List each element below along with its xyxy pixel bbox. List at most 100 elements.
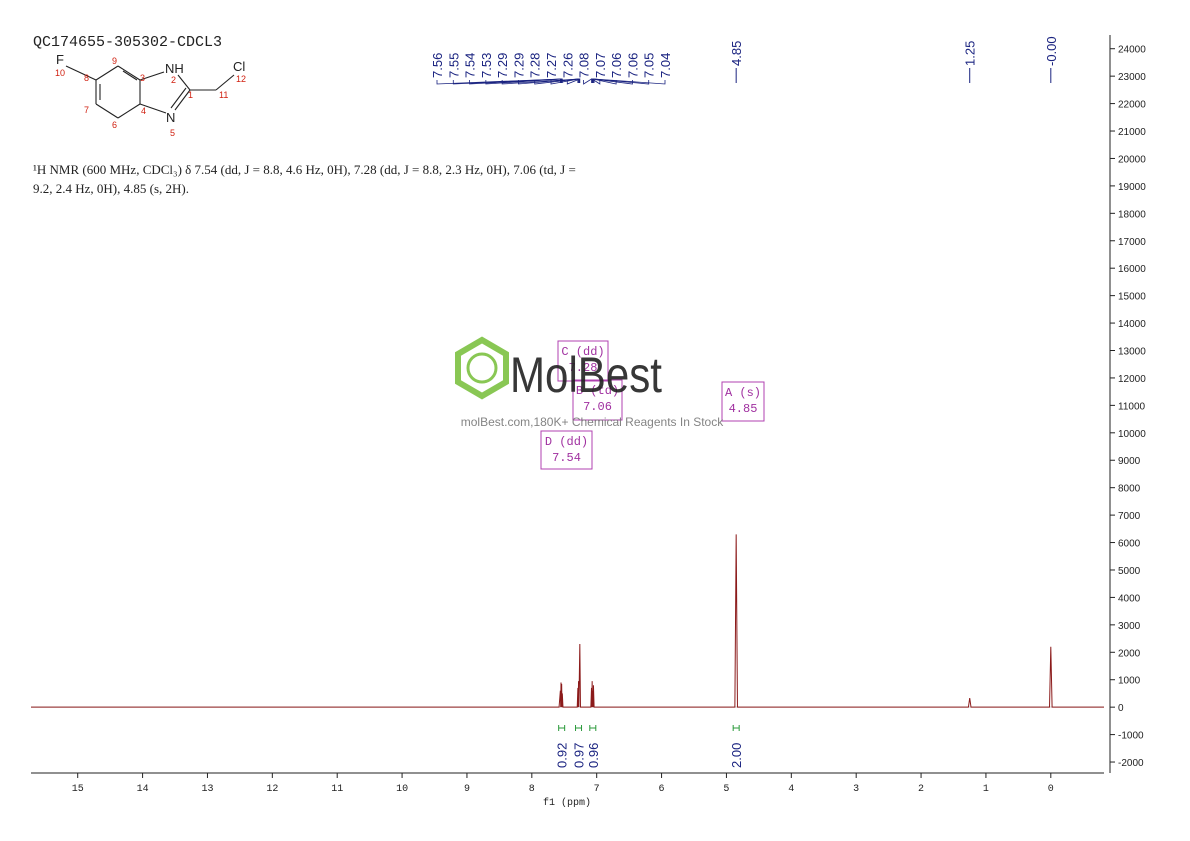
- peak-label: 7.04: [658, 53, 673, 78]
- atom-label: F: [56, 52, 64, 67]
- peak-leader: [518, 78, 579, 85]
- peak-label: -0.00: [1044, 36, 1059, 66]
- atom-label: 5: [170, 128, 175, 138]
- multiplet-name: C (dd): [561, 345, 604, 359]
- y-tick-label: 0: [1118, 703, 1124, 714]
- y-tick-label: 24000: [1118, 45, 1146, 56]
- y-tick-label: 7000: [1118, 511, 1141, 522]
- atom-label: 1: [188, 90, 193, 100]
- y-tick-label: 15000: [1118, 292, 1146, 303]
- integral-bracket: [558, 725, 566, 731]
- x-tick-label: 2: [918, 784, 924, 795]
- peak-label: 7.28: [528, 53, 543, 78]
- peak-leader: [534, 78, 579, 85]
- spectrum-line: [31, 534, 1104, 708]
- peak-label: 7.56: [430, 53, 445, 78]
- peak-label: 7.29: [511, 53, 526, 78]
- atom-label: 9: [112, 56, 117, 66]
- integral-bracket: [589, 725, 597, 731]
- atom-label: 12: [236, 74, 246, 84]
- structure: [65, 65, 235, 119]
- peak-label: 7.29: [495, 53, 510, 78]
- atom-label: 8: [84, 73, 89, 83]
- atom-label: 7: [84, 105, 89, 115]
- x-axis-label: f1 (ppm): [543, 797, 591, 809]
- description: 9.2, 2.4 Hz, 0H), 4.85 (s, 2H).: [33, 181, 189, 196]
- y-tick-label: 12000: [1118, 374, 1146, 385]
- x-tick-label: 9: [464, 784, 470, 795]
- multiplet-name: A (s): [725, 386, 761, 400]
- peak-leader: [591, 78, 601, 85]
- peak-label: 7.27: [544, 53, 559, 78]
- multiplet-name: B (td): [576, 384, 619, 398]
- x-tick-label: 8: [529, 784, 535, 795]
- peak-leader: [583, 78, 592, 85]
- peak-label: 1.25: [963, 41, 978, 66]
- x-tick-label: 11: [331, 784, 343, 795]
- y-tick-label: 14000: [1118, 319, 1146, 330]
- atom-label: 10: [55, 68, 65, 78]
- y-tick-label: 2000: [1118, 648, 1141, 659]
- x-tick-label: 3: [853, 784, 859, 795]
- peak-label: 7.05: [642, 53, 657, 78]
- x-tick-label: 13: [201, 784, 213, 795]
- y-tick-label: 5000: [1118, 566, 1141, 577]
- x-tick-label: 7: [594, 784, 600, 795]
- integral-bracket: [575, 725, 583, 731]
- integral-label: 0.96: [586, 743, 601, 768]
- multiplet-shift: 7.06: [583, 400, 612, 414]
- logo: [455, 336, 509, 400]
- y-tick-label: 16000: [1118, 264, 1146, 275]
- multiplet-box: [557, 340, 609, 382]
- y-tick-label: 23000: [1118, 72, 1146, 83]
- multiplet-box: [721, 381, 765, 422]
- integral-label: 2.00: [729, 743, 744, 768]
- y-tick-label: 17000: [1118, 237, 1146, 248]
- x-tick-label: 14: [137, 784, 149, 795]
- atom-label: 11: [219, 90, 228, 100]
- y-tick-label: 10000: [1118, 429, 1146, 440]
- integral-label: 0.97: [572, 743, 587, 768]
- atom-label: 3: [140, 73, 145, 83]
- y-tick-label: -1000: [1118, 731, 1144, 742]
- atom-label: N: [166, 110, 175, 125]
- x-tick-label: 6: [659, 784, 665, 795]
- logo: [466, 352, 498, 384]
- peak-label: 7.07: [593, 53, 608, 78]
- x-tick-label: 15: [72, 784, 84, 795]
- peak-label: 7.55: [446, 53, 461, 78]
- peak-leader: [593, 78, 650, 85]
- integral-bracket: [732, 725, 740, 731]
- y-tick-label: 22000: [1118, 100, 1146, 111]
- peak-label: 7.06: [609, 53, 624, 78]
- y-tick-label: 6000: [1118, 539, 1141, 550]
- y-tick-label: 13000: [1118, 347, 1146, 358]
- peak-label: 4.85: [729, 41, 744, 66]
- y-tick-label: 9000: [1118, 456, 1141, 467]
- description: ¹H NMR (600 MHz, CDCl₃) δ 7.54 (dd, J = …: [33, 162, 576, 177]
- y-tick-label: 20000: [1118, 154, 1146, 165]
- x-tick-label: 10: [396, 784, 408, 795]
- y-tick-label: 8000: [1118, 484, 1141, 495]
- atom-label: 6: [112, 120, 117, 130]
- multiplet-shift: 7.28: [569, 361, 598, 375]
- multiplet-name: D (dd): [545, 435, 588, 449]
- peak-label: 7.53: [479, 53, 494, 78]
- y-tick-label: 1000: [1118, 676, 1141, 687]
- x-tick-label: 0: [1048, 784, 1054, 795]
- y-tick-label: 3000: [1118, 621, 1141, 632]
- x-tick-label: 12: [266, 784, 278, 795]
- atom-label: NH: [165, 61, 184, 76]
- y-tick-label: 21000: [1118, 127, 1146, 138]
- multiplet-box: [572, 379, 623, 421]
- x-tick-label: 4: [788, 784, 794, 795]
- x-tick-label: 5: [723, 784, 729, 795]
- y-tick-label: 18000: [1118, 209, 1146, 220]
- peak-label: 7.08: [577, 53, 592, 78]
- watermark-subtitle: molBest.com,180K+ Chemical Reagents In S…: [461, 415, 724, 429]
- watermark-text: MolBest: [510, 347, 662, 403]
- watermark: MolBest molBest.com,180K+ Chemical Reage…: [455, 336, 724, 429]
- multiplet-box: [540, 430, 593, 470]
